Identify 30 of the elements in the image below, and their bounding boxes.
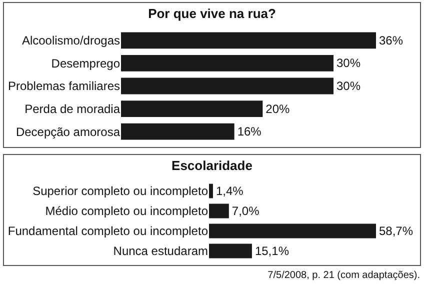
y-tick-label: Nunca estudaram (113, 244, 208, 258)
y-tick-label: Alcoolismo/drogas (22, 34, 120, 48)
data-label: 15,1% (254, 244, 290, 258)
y-tick-label: Superior completo ou incompleto (32, 184, 208, 198)
data-label: 16% (237, 124, 262, 139)
data-label: 7,0% (232, 204, 260, 218)
data-label: 20% (266, 102, 290, 116)
data-label: 30% (336, 79, 361, 93)
bar (121, 100, 263, 118)
bar (209, 184, 213, 198)
bar (121, 123, 234, 140)
y-tick-label: Perda de moradia (24, 102, 120, 116)
data-label: 36% (379, 33, 404, 48)
data-label: 58,7% (379, 224, 414, 238)
y-tick-label: Problemas familiares (8, 79, 120, 94)
bar (209, 244, 252, 258)
bar (121, 32, 376, 49)
data-label: 30% (336, 56, 361, 70)
bar (209, 204, 229, 218)
bar (121, 78, 334, 94)
data-label: 1,4% (216, 184, 244, 198)
y-tick-label: Decepção amorosa (16, 124, 120, 139)
bar (121, 54, 334, 72)
text: 7/5/2008, p. 21 (com adaptações). (268, 270, 420, 281)
y-tick-label: Fundamental completo ou incompleto (8, 224, 208, 238)
y-tick-label: Desemprego (51, 56, 120, 70)
bar (209, 224, 376, 238)
chart-title: Por que vive na rua? (148, 6, 276, 22)
chart-title: Escolaridade (172, 158, 252, 174)
y-tick-label: Médio completo ou incompleto (45, 204, 208, 218)
